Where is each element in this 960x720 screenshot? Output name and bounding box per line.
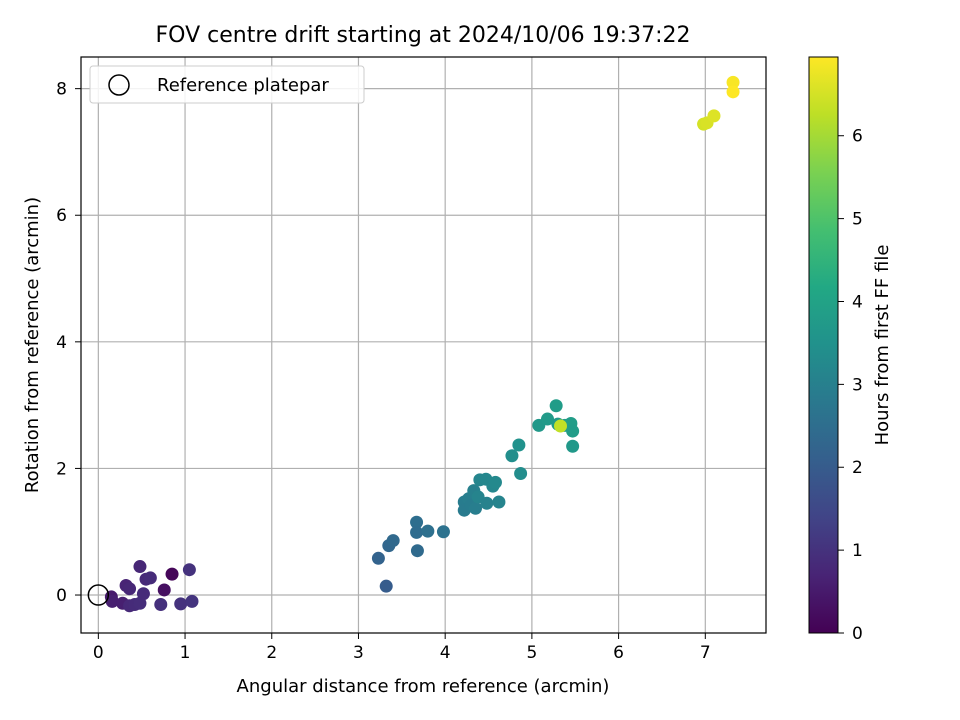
data-point xyxy=(549,399,563,413)
colorbar-tick-label: 3 xyxy=(852,375,863,395)
data-point xyxy=(105,594,119,608)
colorbar-tick-label: 1 xyxy=(852,541,863,561)
data-point xyxy=(469,501,483,515)
colorbar-ticks: 0 1 2 3 4 5 6 xyxy=(838,127,863,644)
data-point xyxy=(726,85,740,99)
legend-box xyxy=(89,65,365,104)
plot-frame xyxy=(80,56,767,634)
colorbar-tick-label: 2 xyxy=(852,458,863,478)
data-point xyxy=(143,571,157,585)
x-tick-label: 7 xyxy=(700,643,711,663)
data-point xyxy=(566,424,580,438)
data-point xyxy=(136,587,150,601)
x-tick-label: 2 xyxy=(266,643,277,663)
reference-platepar-marker xyxy=(87,584,110,606)
data-point xyxy=(554,419,567,433)
data-point xyxy=(514,466,528,480)
data-point xyxy=(371,551,385,565)
legend-marker xyxy=(108,74,130,96)
x-tick-label: 5 xyxy=(526,643,537,663)
colorbar-tick-label: 0 xyxy=(852,624,863,644)
data-point xyxy=(123,582,137,596)
y-tick-label: 2 xyxy=(56,459,67,479)
colorbar-tick-label: 5 xyxy=(852,210,863,230)
y-axis-label: Rotation from reference (arcmin) xyxy=(22,197,43,493)
data-point xyxy=(566,439,580,453)
data-point xyxy=(133,560,147,574)
y-tick-label: 0 xyxy=(56,586,67,606)
data-point xyxy=(540,412,554,426)
y-axis-ticks: 0 2 4 6 8 xyxy=(56,80,81,606)
data-points xyxy=(104,75,740,613)
data-point xyxy=(379,579,393,593)
data-point xyxy=(154,598,168,612)
x-tick-label: 6 xyxy=(613,643,624,663)
x-tick-label: 4 xyxy=(440,643,451,663)
data-point xyxy=(410,515,424,529)
data-point xyxy=(505,449,519,463)
colorbar-label: Hours from first FF file xyxy=(872,245,893,446)
data-point xyxy=(410,544,424,558)
data-point xyxy=(174,597,188,611)
data-point xyxy=(410,525,424,539)
data-point xyxy=(512,438,526,452)
data-point xyxy=(386,534,400,548)
legend: Reference platepar xyxy=(89,65,365,104)
colorbar: 0 1 2 3 4 5 6 Hours from first FF file xyxy=(808,56,893,644)
data-point xyxy=(157,583,171,597)
grid-lines xyxy=(81,57,766,633)
x-tick-label: 3 xyxy=(353,643,364,663)
x-tick-label: 1 xyxy=(180,643,191,663)
legend-entry-reference: Reference platepar xyxy=(157,75,329,96)
colorbar-tick-label: 6 xyxy=(852,127,863,147)
colorbar-tick-label: 4 xyxy=(852,292,863,312)
data-point xyxy=(436,525,450,539)
data-point xyxy=(165,567,179,581)
data-point xyxy=(185,594,199,608)
chart-title: FOV centre drift starting at 2024/10/06 … xyxy=(156,23,691,48)
x-tick-label: 0 xyxy=(93,643,104,663)
x-axis-ticks: 0 1 2 3 4 5 6 7 xyxy=(93,633,711,663)
y-tick-label: 8 xyxy=(56,80,67,100)
data-point xyxy=(182,563,196,577)
data-point xyxy=(421,524,435,538)
data-point xyxy=(707,109,721,123)
y-tick-label: 6 xyxy=(56,206,67,226)
colorbar-gradient xyxy=(808,56,839,634)
x-axis-label: Angular distance from reference (arcmin) xyxy=(237,676,610,697)
data-point xyxy=(492,495,506,509)
y-tick-label: 4 xyxy=(56,333,67,353)
data-point xyxy=(726,75,740,89)
data-point xyxy=(488,475,502,489)
data-point xyxy=(480,496,494,510)
